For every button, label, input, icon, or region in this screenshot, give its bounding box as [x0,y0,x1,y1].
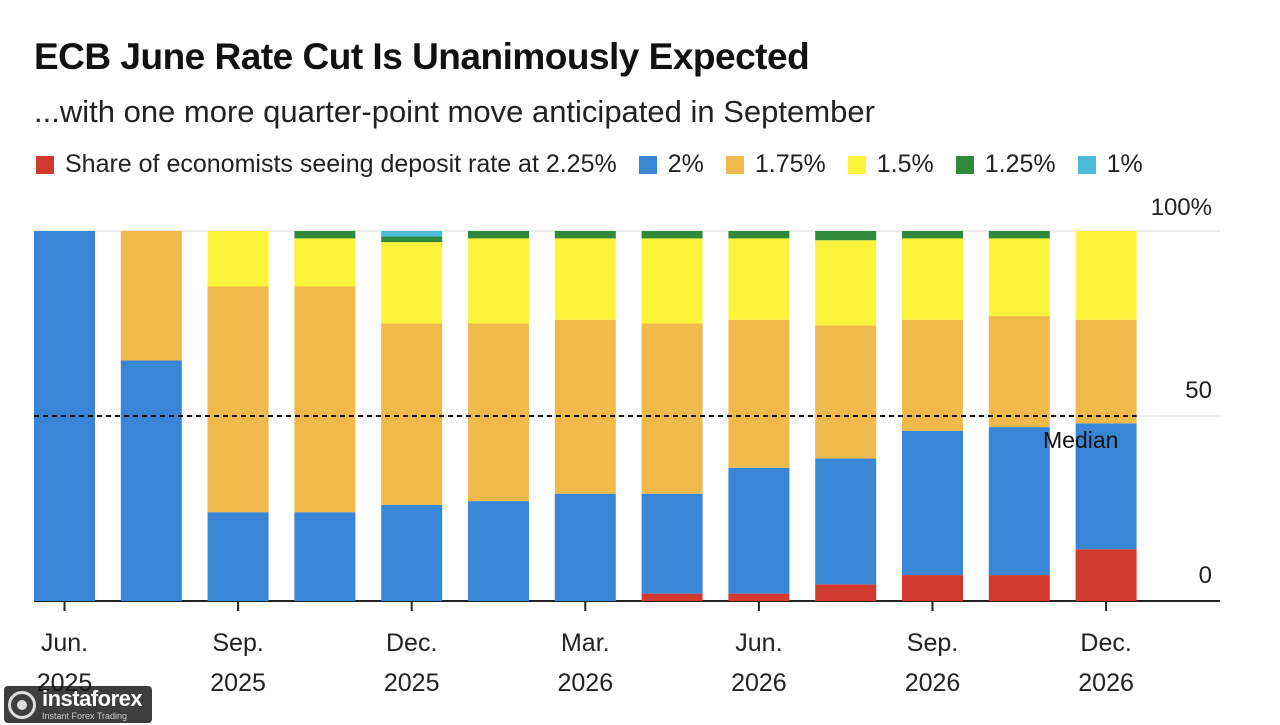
bar-segment-r200-5 [468,501,529,601]
bar-segment-r150-5 [468,238,529,324]
bar-segment-r150-12 [1075,231,1137,320]
legend-swatch-1.25 [955,155,974,174]
legend-swatch-1 [1077,155,1096,174]
legend-swatch-1.5 [847,155,866,174]
bar-segment-r200-7 [641,493,703,594]
bar-segment-r175-10 [902,319,963,431]
legend-swatch-2.25 [36,155,54,174]
bar-segment-r175-12 [1075,319,1137,424]
bar-segment-r175-2 [207,286,269,513]
bar-segment-r200-3 [294,512,356,601]
legend-item-2.25: Share of economists seeing deposit rate … [36,150,617,179]
x-tick-label-month-0: Jun. [41,629,88,657]
bar-segment-r150-4 [381,242,443,324]
legend-label-2: 2% [667,150,704,178]
bar-segment-r175-4 [381,323,443,505]
x-tick-label-year-4: 2025 [384,669,440,697]
bar-segment-r225-12 [1075,549,1137,601]
legend-item-1.75: 1.75% [725,150,826,179]
median-label: Median [1043,427,1118,453]
bar-segment-r125-6 [554,231,616,239]
legend-label-1.25: 1.25% [984,150,1056,178]
bar-segment-r225-7 [641,593,703,601]
bar-segment-r175-9 [815,325,877,459]
bar-segment-r150-11 [988,238,1050,317]
x-tick-label-year-8: 2026 [731,669,787,697]
instaforex-watermark: instaforex Instant Forex Trading [4,686,152,723]
chart-subtitle: ...with one more quarter-point move anti… [34,94,875,129]
bar-segment-r200-8 [728,467,790,594]
x-tick-label-month-12: Dec. [1080,629,1131,657]
bar-segment-r200-9 [815,458,877,585]
bar-segment-r200-11 [988,427,1050,576]
x-tick-label-year-2: 2025 [210,669,266,697]
bar-segment-r175-5 [468,323,529,502]
watermark-tagline: Instant Forex Trading [42,711,128,721]
bar-segment-r175-8 [728,319,790,468]
bar-segment-r150-10 [902,238,963,320]
legend-label-2.25: Share of economists seeing deposit rate … [65,150,617,178]
bar-segment-r225-10 [902,575,963,601]
bar-segment-r175-11 [988,316,1050,428]
legend-label-1.5: 1.5% [876,150,934,178]
bar-segment-r225-9 [815,584,877,601]
x-tick-label-year-10: 2026 [905,669,961,697]
legend-item-1.5: 1.5% [847,150,934,179]
bar-segment-r150-3 [294,238,356,287]
bar-segment-r150-9 [815,240,877,326]
bar-segment-r150-7 [641,238,703,324]
bar-segment-r125-11 [988,231,1050,239]
bar-segment-r175-1 [120,231,182,361]
bar-segment-r150-2 [207,231,269,287]
bar-segment-r225-11 [988,575,1050,601]
legend: Share of economists seeing deposit rate … [36,150,1165,179]
y-tick-label-0: 0 [1199,562,1212,589]
x-tick-label-month-8: Jun. [735,629,782,657]
bar-segment-r125-7 [641,231,703,239]
bar-segment-r175-7 [641,323,703,494]
bar-segment-r150-6 [554,238,616,320]
legend-label-1: 1% [1106,150,1143,178]
x-tick-label-month-4: Dec. [386,629,437,657]
bar-segment-r100-4 [381,231,443,237]
watermark-text: instaforex Instant Forex Trading [42,686,143,721]
legend-item-1: 1% [1077,150,1143,179]
x-tick-label-year-12: 2026 [1078,669,1134,697]
legend-swatch-1.75 [725,155,744,174]
bar-segment-r125-8 [728,231,790,239]
x-tick-label-year-6: 2026 [557,669,613,697]
legend-item-1.25: 1.25% [955,150,1056,179]
bar-segment-r125-4 [381,236,443,243]
bar-segment-r200-2 [207,512,269,601]
bar-segment-r125-3 [294,231,356,239]
bar-segment-r150-8 [728,238,790,320]
bar-segment-r225-8 [728,593,790,601]
legend-swatch-2 [638,155,657,174]
legend-item-2: 2% [638,150,704,179]
bar-segment-r200-4 [381,504,443,601]
bar-segment-r125-10 [902,231,963,239]
chart-title: ECB June Rate Cut Is Unanimously Expecte… [34,36,810,77]
legend-label-1.75: 1.75% [754,150,826,178]
bar-segment-r125-5 [468,231,529,239]
bar-segment-r200-6 [554,493,616,601]
bar-segment-r175-6 [554,319,616,494]
bar-segment-r200-12 [1075,423,1137,550]
x-tick-label-month-2: Sep. [212,629,263,657]
bar-segment-r175-3 [294,286,356,513]
bar-segment-r125-9 [815,231,877,241]
y-tick-label-50: 50 [1185,377,1212,404]
x-tick-label-month-6: Mar. [561,629,610,657]
bar-segment-r200-10 [902,430,963,576]
watermark-name: instaforex [42,686,143,711]
instaforex-logo-icon [8,690,36,719]
x-tick-label-month-10: Sep. [907,629,958,657]
bar-segment-r200-1 [120,360,182,601]
y-tick-label-100: 100% [1151,194,1212,221]
